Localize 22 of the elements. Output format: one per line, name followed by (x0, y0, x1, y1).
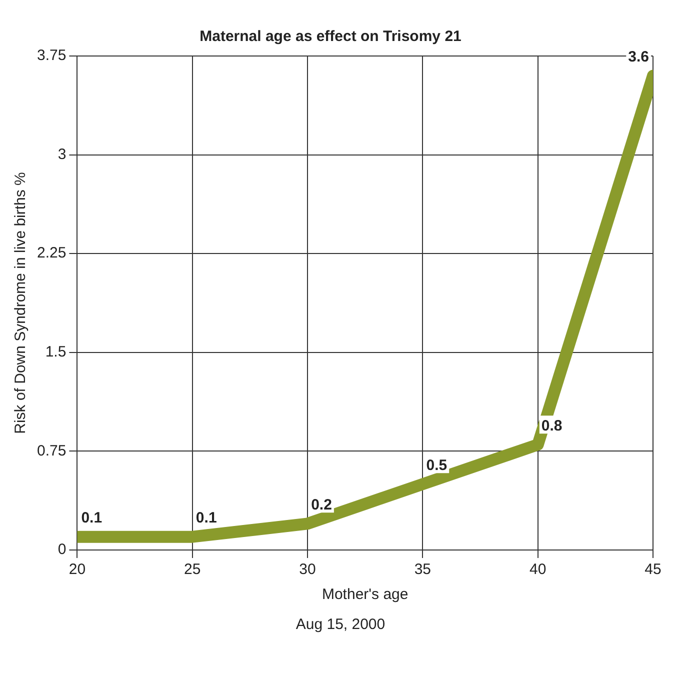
data-label: 0.8 (541, 417, 562, 434)
x-axis-title: Mother's age (322, 586, 408, 604)
y-tick-label: 0 (58, 541, 66, 558)
chart-title: Maternal age as effect on Trisomy 21 (200, 28, 462, 46)
y-axis-title: Risk of Down Syndrome in live births % (12, 172, 30, 434)
x-tick-label: 30 (299, 561, 316, 578)
data-label: 3.6 (628, 48, 650, 66)
y-tick-label: 2.25 (36, 244, 66, 262)
y-tick-label: 1.5 (45, 344, 66, 361)
data-label: 0.1 (196, 509, 217, 526)
y-tick-label: 3 (58, 146, 66, 163)
x-tick-label: 40 (529, 561, 546, 578)
data-label: 0.5 (426, 456, 448, 474)
data-label: 0.2 (311, 496, 332, 514)
y-tick-label: 0.75 (36, 442, 66, 460)
x-tick-label: 25 (184, 561, 201, 578)
data-label: 0.1 (81, 509, 102, 526)
y-tick-label: 3.75 (36, 47, 66, 64)
text: Aug 15, 2000 (294, 616, 386, 633)
x-tick-label: 45 (644, 561, 662, 578)
x-tick-label: 35 (414, 561, 432, 578)
x-tick-label: 20 (68, 561, 86, 578)
